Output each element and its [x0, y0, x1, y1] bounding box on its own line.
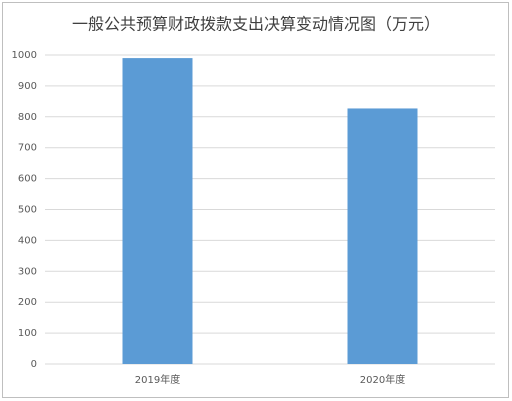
y-tick-label: 700	[18, 143, 37, 154]
y-tick-label: 0	[31, 359, 37, 370]
y-tick-label: 200	[18, 297, 37, 308]
chart-border	[2, 2, 509, 398]
y-tick-label: 300	[18, 266, 37, 277]
y-tick-label: 1000	[12, 50, 37, 61]
x-tick-label: 2020年度	[360, 373, 405, 386]
y-tick-label: 600	[18, 174, 37, 185]
chart-title: 一般公共预算财政拨款支出决算变动情况图（万元）	[72, 15, 440, 34]
y-tick-label: 100	[18, 328, 37, 339]
x-tick-label: 2019年度	[135, 373, 180, 386]
y-tick-label: 800	[18, 112, 37, 123]
y-tick-label: 900	[18, 81, 37, 92]
y-tick-label: 500	[18, 205, 37, 216]
bar	[347, 108, 418, 364]
bar	[122, 58, 193, 365]
y-tick-label: 400	[18, 235, 37, 246]
